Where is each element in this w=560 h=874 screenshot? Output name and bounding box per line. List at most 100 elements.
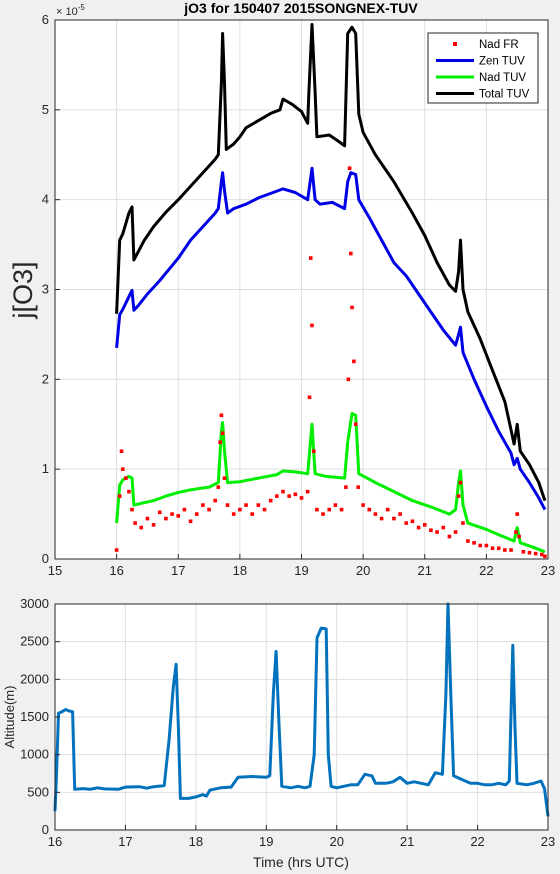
jo3-data [114, 23, 547, 559]
nad-fr-marker [114, 548, 119, 552]
nad-fr-marker [327, 507, 332, 512]
zen-tuv-line [115, 166, 547, 511]
nad-fr-marker [509, 548, 513, 552]
x-tick-label: 15 [48, 563, 62, 578]
nad-fr-marker [201, 503, 205, 507]
nad-fr-marker [256, 503, 261, 507]
legend-nad-fr-marker [453, 42, 457, 46]
nad-fr-marker [514, 530, 518, 534]
nad-fr-marker [315, 507, 319, 512]
y-tick-label: 1000 [20, 747, 49, 762]
y-tick-label: 3000 [20, 596, 49, 611]
nad-fr-marker [287, 494, 291, 498]
nad-fr-marker [466, 539, 470, 543]
legend-nad-fr-label: Nad FR [479, 39, 519, 51]
nad-fr-marker [220, 431, 225, 436]
nad-fr-marker [347, 166, 352, 171]
nad-fr-marker [262, 507, 267, 512]
nad-fr-marker [392, 516, 396, 521]
nad-fr-marker [145, 516, 150, 521]
nad-fr-marker [472, 541, 476, 545]
nad-fr-marker [344, 485, 348, 489]
altitude-data [53, 602, 550, 817]
nad-fr-marker [119, 449, 124, 453]
nad-fr-marker [453, 530, 458, 534]
nad-fr-marker [429, 528, 433, 533]
nad-fr-marker [188, 519, 193, 524]
nad-fr-marker [350, 305, 354, 310]
x-tick-label: 22 [479, 563, 493, 578]
nad-fr-marker [379, 516, 384, 521]
nad-fr-marker [490, 546, 495, 551]
y-tick-label: 1500 [20, 709, 49, 724]
x-tick-label: 21 [400, 834, 414, 849]
nad-fr-marker [310, 323, 314, 328]
nad-fr-marker [164, 516, 168, 521]
jo3-ylabel: j[O3] [8, 261, 38, 319]
nad-fr-marker [207, 507, 211, 512]
nad-fr-marker [238, 507, 242, 512]
nad-fr-marker [117, 494, 122, 498]
nad-fr-marker [349, 251, 353, 256]
x-tick-label: 19 [259, 834, 273, 849]
y-tick-label: 5 [42, 102, 49, 117]
nad-fr-marker [130, 507, 134, 512]
nad-fr-marker [216, 485, 221, 489]
y-tick-label: 3 [42, 282, 49, 297]
nad-fr-marker [124, 476, 128, 480]
nad-fr-marker [133, 521, 137, 525]
legend-nad-tuv-label: Nad TUV [479, 72, 526, 84]
nad-fr-marker [244, 503, 248, 507]
nad-fr-marker [447, 534, 452, 539]
nad-fr-marker [194, 512, 199, 516]
nad-fr-marker [521, 550, 526, 554]
altitude-xlabel: Time (hrs UTC) [253, 854, 349, 870]
nad-fr-marker [120, 467, 125, 471]
nad-fr-marker [484, 543, 489, 548]
y-tick-label: 0 [42, 551, 49, 566]
nad-fr-marker [361, 503, 365, 507]
nad-fr-marker [398, 512, 402, 516]
x-tick-label: 18 [189, 834, 203, 849]
nad-fr-marker [308, 256, 313, 260]
nad-fr-marker [515, 512, 519, 516]
y-tick-label: 2000 [20, 671, 49, 686]
nad-tuv-line [115, 412, 546, 554]
nad-fr-marker [422, 523, 427, 527]
nad-fr-marker [367, 507, 372, 512]
nad-fr-marker [312, 449, 316, 453]
nad-fr-marker [352, 359, 356, 364]
nad-fr-marker [250, 512, 254, 516]
nad-fr-marker [231, 512, 236, 516]
jo3-title: jO3 for 150407 2015SONGNEX-TUV [183, 0, 418, 16]
jo3-legend: Nad FR Zen TUV Nad TUV Total TUV [427, 32, 539, 104]
nad-fr-marker [157, 510, 162, 515]
nad-fr-marker [127, 489, 131, 494]
nad-fr-marker [218, 440, 222, 445]
y-tick-label: 500 [27, 784, 49, 799]
altitude-ylabel: Altitude(m) [2, 686, 17, 749]
nad-fr-marker [182, 507, 187, 512]
x-tick-label: 16 [48, 834, 62, 849]
nad-fr-marker [458, 480, 463, 485]
nad-fr-marker [441, 525, 446, 530]
altitude-ticks: 16 17 18 19 20 21 22 23 0 500 1000 1500 2000 2500 3000 [20, 596, 555, 849]
nad-fr-marker [225, 503, 230, 507]
x-tick-label: 22 [470, 834, 484, 849]
x-tick-label: 17 [171, 563, 185, 578]
nad-fr-marker [527, 550, 532, 555]
nad-fr-marker [353, 422, 358, 427]
y-tick-label: 6 [42, 12, 49, 27]
nad-fr-marker [170, 512, 174, 516]
nad-fr-markers [114, 166, 547, 559]
nad-fr-marker [385, 507, 390, 512]
x-tick-label: 16 [109, 563, 123, 578]
nad-fr-marker [333, 503, 338, 507]
nad-fr-marker [533, 551, 538, 556]
nad-fr-marker [410, 519, 415, 524]
x-tick-label: 23 [541, 563, 555, 578]
y-tick-label: 4 [42, 192, 49, 207]
nad-fr-marker [299, 496, 304, 500]
